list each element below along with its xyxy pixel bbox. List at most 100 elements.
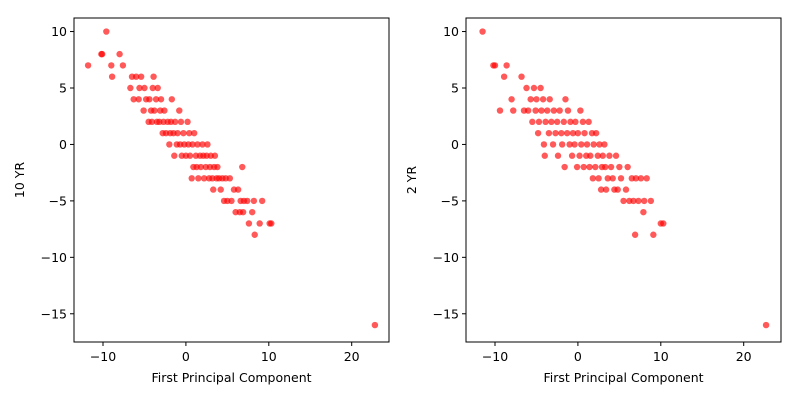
data-point-2yr-83 <box>617 175 625 182</box>
data-point-2yr-0 <box>479 28 486 35</box>
data-point-10yr-71 <box>204 141 211 148</box>
x-tick-label-2yr: 20 <box>736 349 752 364</box>
data-point-2yr-64 <box>592 163 599 171</box>
y-tick-label-2yr: 5 <box>451 80 459 95</box>
y-tick-label-10yr: 0 <box>59 137 67 152</box>
data-point-2yr-19 <box>537 84 544 92</box>
data-point-2yr-97 <box>647 197 655 205</box>
data-point-10yr-91 <box>234 186 242 193</box>
data-point-2yr-100 <box>660 220 667 227</box>
y-axis-label-2yr: 2 YR <box>404 166 419 195</box>
data-point-2yr-75 <box>604 175 611 182</box>
data-point-10yr-12 <box>135 96 142 103</box>
data-point-2yr-42 <box>566 141 573 148</box>
data-point-2yr-62 <box>589 175 597 182</box>
data-point-2yr-17 <box>534 129 542 137</box>
plot-area-frame-10yr <box>73 17 390 343</box>
y-tick-label-10yr: −10 <box>41 250 67 265</box>
data-point-10yr-39 <box>168 96 176 103</box>
data-point-2yr-40 <box>563 129 571 137</box>
data-point-2yr-80 <box>612 152 620 159</box>
data-point-10yr-95 <box>239 208 247 216</box>
data-point-2yr-98 <box>650 231 657 238</box>
data-point-10yr-76 <box>210 186 217 193</box>
data-point-2yr-60 <box>587 152 594 159</box>
data-point-2yr-94 <box>640 208 647 216</box>
data-point-2yr-18 <box>535 118 543 126</box>
data-point-2yr-81 <box>614 186 621 193</box>
data-point-2yr-43 <box>567 118 574 126</box>
y-tick-label-10yr: 10 <box>51 24 67 39</box>
data-point-10yr-80 <box>214 163 221 171</box>
data-point-10yr-101 <box>251 231 258 238</box>
data-point-10yr-25 <box>152 96 160 103</box>
data-point-2yr-6 <box>508 96 515 103</box>
data-point-2yr-49 <box>574 129 582 137</box>
data-point-2yr-24 <box>542 118 549 126</box>
data-point-10yr-88 <box>228 197 235 205</box>
plot-area-frame-2yr <box>465 17 782 343</box>
data-point-10yr-27 <box>154 84 161 92</box>
data-point-2yr-41 <box>564 107 572 114</box>
data-point-10yr-49 <box>180 129 187 137</box>
x-ticks-2yr: −10 0 10 20 <box>482 342 752 364</box>
data-point-2yr-84 <box>620 197 627 205</box>
data-point-10yr-52 <box>184 118 191 126</box>
y-tick-label-2yr: −15 <box>433 306 459 321</box>
data-point-2yr-30 <box>550 107 558 114</box>
data-point-2yr-14 <box>530 84 538 92</box>
data-point-10yr-105 <box>268 220 275 227</box>
data-point-10yr-106 <box>371 321 379 329</box>
data-point-2yr-2 <box>491 62 499 69</box>
data-point-10yr-57 <box>189 141 196 148</box>
data-point-2yr-34 <box>556 107 563 114</box>
scatter-points-2yr <box>479 28 770 329</box>
data-point-10yr-14 <box>137 73 145 80</box>
data-point-10yr-3 <box>103 28 110 35</box>
data-point-2yr-28 <box>548 118 555 126</box>
data-point-10yr-41 <box>171 152 178 159</box>
data-point-10yr-66 <box>199 141 206 148</box>
data-point-2yr-71 <box>599 152 606 159</box>
y-tick-label-10yr: −5 <box>49 193 67 208</box>
data-point-2yr-95 <box>641 197 648 205</box>
data-point-10yr-68 <box>200 175 208 182</box>
data-point-2yr-53 <box>579 118 587 126</box>
data-point-10yr-63 <box>195 175 202 182</box>
x-tick-label-2yr: 10 <box>653 349 669 364</box>
data-point-10yr-5 <box>108 73 116 80</box>
data-point-2yr-36 <box>558 141 566 148</box>
data-point-2yr-52 <box>578 141 585 148</box>
data-point-2yr-59 <box>586 163 593 171</box>
data-point-10yr-54 <box>186 129 193 137</box>
data-point-2yr-29 <box>549 141 557 148</box>
data-point-10yr-47 <box>177 118 185 126</box>
data-point-2yr-90 <box>631 231 639 238</box>
data-point-2yr-66 <box>594 152 601 159</box>
y-tick-label-2yr: −5 <box>441 193 459 208</box>
data-point-2yr-55 <box>581 129 588 137</box>
data-point-2yr-21 <box>539 96 547 103</box>
data-point-2yr-58 <box>585 118 592 126</box>
x-axis-label-10yr: First Principal Component <box>151 370 311 385</box>
data-point-2yr-7 <box>510 107 517 114</box>
data-point-10yr-45 <box>176 107 183 114</box>
data-point-2yr-10 <box>523 84 530 92</box>
data-point-2yr-73 <box>602 163 609 171</box>
data-point-2yr-20 <box>538 107 545 114</box>
data-point-2yr-57 <box>583 141 591 148</box>
data-point-10yr-36 <box>166 141 173 148</box>
data-point-10yr-44 <box>174 129 181 137</box>
data-point-10yr-30 <box>157 96 165 103</box>
y-tick-label-10yr: 5 <box>59 80 67 95</box>
y-tick-label-2yr: 10 <box>443 24 459 39</box>
data-point-2yr-101 <box>762 321 770 329</box>
data-point-2yr-92 <box>635 197 642 205</box>
data-point-2yr-38 <box>561 163 568 171</box>
data-point-10yr-102 <box>256 220 263 227</box>
data-point-10yr-55 <box>186 152 194 159</box>
data-point-10yr-97 <box>244 197 251 205</box>
data-point-10yr-2 <box>98 50 106 58</box>
x-tick-label-10yr: 10 <box>261 349 277 364</box>
